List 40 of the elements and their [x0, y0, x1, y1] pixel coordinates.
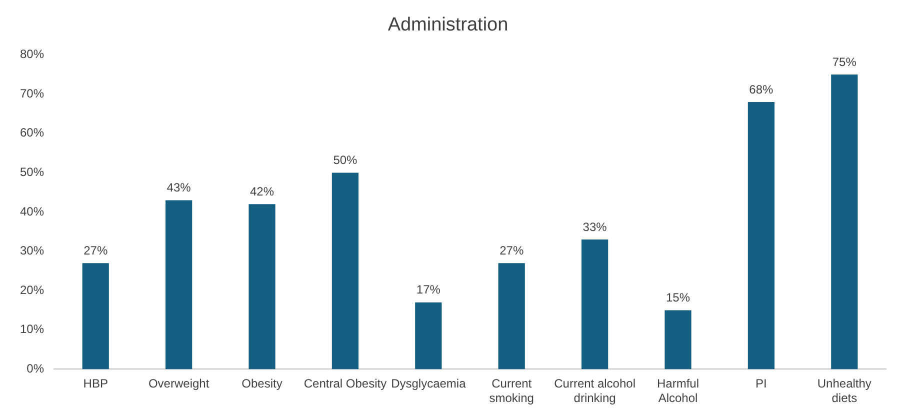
data-label: 50%	[333, 153, 358, 168]
bar	[748, 102, 775, 370]
y-tick-label: 0%	[26, 362, 44, 376]
bar	[415, 302, 442, 370]
bar	[664, 310, 692, 370]
data-label: 27%	[500, 243, 524, 258]
y-tick-label: 80%	[20, 47, 44, 62]
y-tick-label: 10%	[20, 322, 44, 336]
data-label: 27%	[84, 243, 108, 258]
data-label: 42%	[250, 184, 274, 198]
data-label: 75%	[832, 54, 857, 69]
y-tick-label: 60%	[20, 126, 44, 140]
chart-title: Administration	[388, 14, 508, 36]
x-tick-label: Unhealthy diets	[817, 376, 872, 406]
x-tick-label: Obesity	[242, 376, 282, 391]
bar	[166, 200, 192, 370]
y-tick-label: 20%	[20, 282, 44, 297]
data-label: 43%	[166, 180, 192, 195]
x-tick-label: Current smoking	[489, 376, 534, 406]
x-tick-label: PI	[756, 376, 767, 391]
y-tick-label: 70%	[20, 86, 44, 100]
y-tick-label: 50%	[20, 165, 44, 180]
data-label: 68%	[749, 82, 774, 96]
data-label: 33%	[582, 220, 608, 234]
x-tick-label: HBP	[83, 376, 108, 391]
data-label: 15%	[666, 290, 690, 305]
bar	[581, 240, 608, 370]
bar	[82, 263, 109, 370]
x-tick-label: Harmful Alcohol	[656, 376, 700, 406]
data-label: 17%	[416, 282, 441, 297]
bar	[498, 263, 525, 370]
bar	[831, 74, 858, 370]
y-tick-label: 30%	[20, 244, 44, 258]
y-tick-label: 40%	[20, 204, 44, 218]
x-tick-label: Current alcohol drinking	[554, 376, 636, 406]
x-tick-label: Central Obesity	[304, 376, 387, 391]
x-tick-label: Overweight	[148, 376, 210, 391]
bar	[248, 204, 276, 370]
x-tick-label: Dysglycaemia	[391, 376, 466, 391]
bar	[332, 172, 359, 370]
